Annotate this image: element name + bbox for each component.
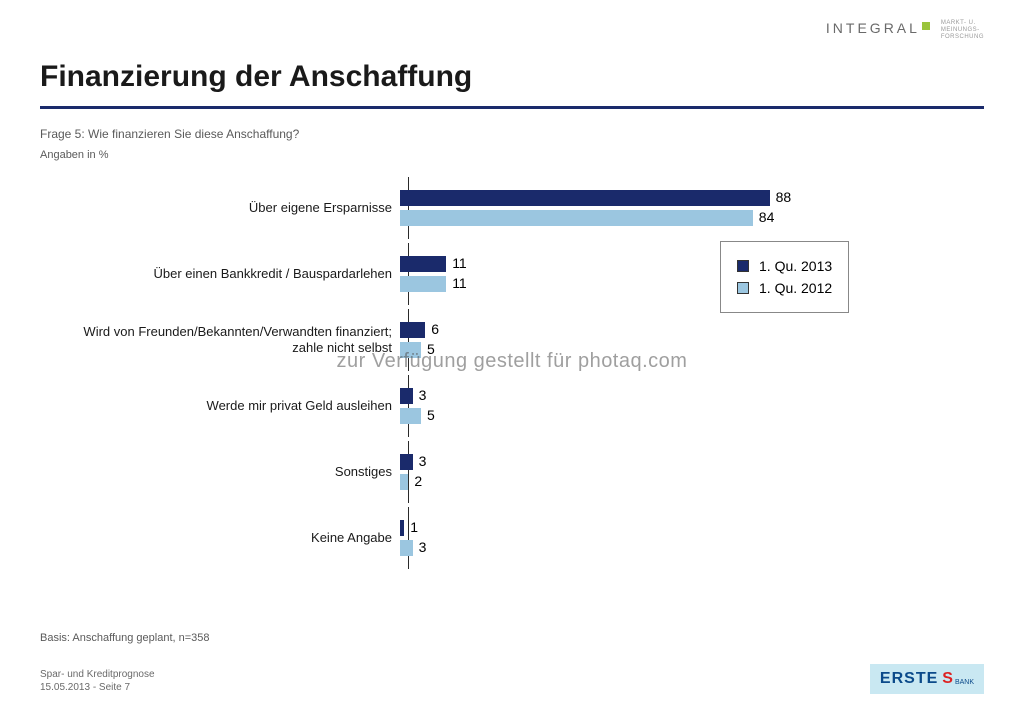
bar-value-2012: 11	[452, 275, 467, 291]
bar-2012: 11	[400, 276, 446, 292]
bar-value-2012: 84	[759, 209, 775, 225]
footer-meta: Spar- und Kreditprognose 15.05.2013 - Se…	[40, 668, 155, 694]
integral-logo: INTEGRAL MARKT- U. MEINUNGS- FORSCHUNG	[826, 20, 984, 41]
units-label: Angaben in %	[40, 149, 984, 161]
bar-value-2013: 88	[776, 189, 792, 205]
sparkasse-s-icon: S	[942, 670, 953, 688]
bar-value-2013: 6	[431, 321, 439, 337]
footer-line1: Spar- und Kreditprognose	[40, 669, 155, 680]
bar-2013: 11	[400, 256, 446, 272]
erste-bank-logo: ERSTE S BANK	[870, 664, 984, 694]
bar-2012: 5	[400, 342, 421, 358]
bar-2012: 84	[400, 210, 753, 226]
bank-text: BANK	[955, 679, 974, 686]
bar-2012: 2	[400, 474, 408, 490]
chart-row: Über eigene Ersparnisse8884	[80, 181, 960, 235]
bar-group: 35	[400, 384, 960, 428]
bar-value-2013: 3	[419, 387, 427, 403]
bar-chart: 1. Qu. 2013 1. Qu. 2012 Über eigene Ersp…	[80, 181, 960, 601]
category-label: Werde mir privat Geld ausleihen	[80, 398, 400, 414]
bar-2013: 6	[400, 322, 425, 338]
bar-value-2013: 3	[419, 453, 427, 469]
chart-row: Wird von Freunden/Bekannten/Verwandten f…	[80, 313, 960, 367]
category-label: Sonstiges	[80, 464, 400, 480]
bar-value-2012: 3	[419, 539, 427, 555]
chart-row: Keine Angabe13	[80, 511, 960, 565]
chart-rows: Über eigene Ersparnisse8884Über einen Ba…	[80, 181, 960, 565]
integral-logo-sub: MARKT- U. MEINUNGS- FORSCHUNG	[941, 20, 984, 41]
basis-note: Basis: Anschaffung geplant, n=358	[40, 632, 210, 644]
chart-row: Über einen Bankkredit / Bauspardarlehen1…	[80, 247, 960, 301]
slide-container: INTEGRAL MARKT- U. MEINUNGS- FORSCHUNG F…	[0, 0, 1024, 724]
page-title: Finanzierung der Anschaffung	[40, 60, 984, 94]
title-divider	[40, 106, 984, 109]
chart-row: Sonstiges32	[80, 445, 960, 499]
bar-group: 13	[400, 516, 960, 560]
bar-2013: 3	[400, 388, 413, 404]
bar-value-2013: 11	[452, 255, 467, 271]
bar-group: 8884	[400, 186, 960, 230]
bar-value-2012: 5	[427, 341, 435, 357]
erste-text: ERSTE	[880, 670, 938, 688]
question-text: Frage 5: Wie finanzieren Sie diese Ansch…	[40, 127, 984, 141]
chart-row: Werde mir privat Geld ausleihen35	[80, 379, 960, 433]
category-label: Über eigene Ersparnisse	[80, 200, 400, 216]
category-label: Wird von Freunden/Bekannten/Verwandten f…	[80, 324, 400, 357]
bar-value-2012: 2	[414, 473, 422, 489]
bar-group: 65	[400, 318, 960, 362]
bar-value-2013: 1	[410, 519, 418, 535]
bar-group: 32	[400, 450, 960, 494]
footer-line2: 15.05.2013 - Seite 7	[40, 682, 130, 693]
category-label: Keine Angabe	[80, 530, 400, 546]
category-label: Über einen Bankkredit / Bauspardarlehen	[80, 266, 400, 282]
integral-logo-text: INTEGRAL	[826, 20, 920, 36]
logo-green-square-icon	[922, 22, 930, 30]
bar-group: 11 11	[400, 252, 960, 296]
bar-2013: 3	[400, 454, 413, 470]
bar-2012: 3	[400, 540, 413, 556]
bar-2012: 5	[400, 408, 421, 424]
bar-2013: 1	[400, 520, 404, 536]
bar-value-2012: 5	[427, 407, 435, 423]
bar-2013: 88	[400, 190, 770, 206]
